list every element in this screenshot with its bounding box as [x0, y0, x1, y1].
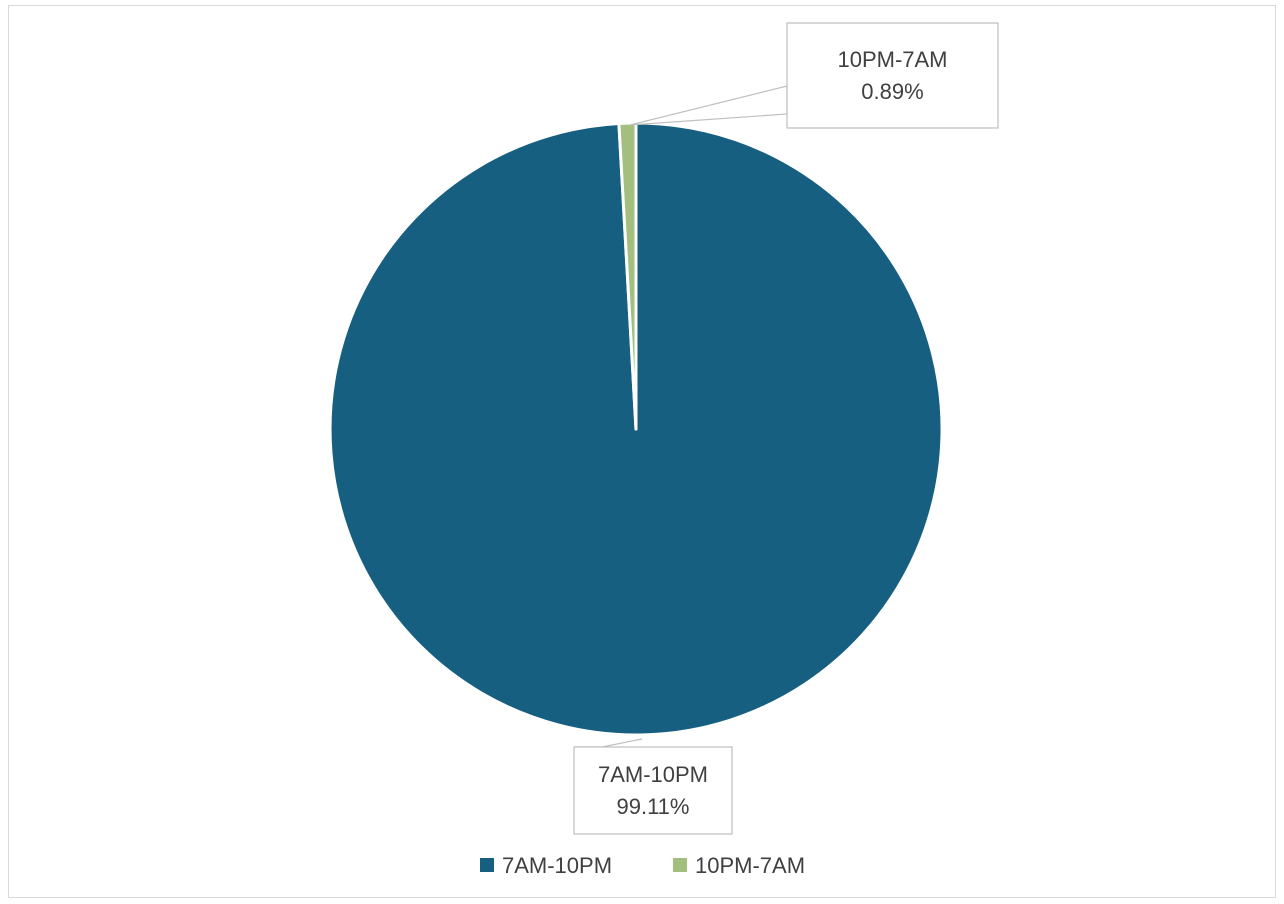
data-label-box — [573, 746, 733, 835]
data-label-10pm-7am: 10PM-7AM 0.89% — [786, 22, 999, 129]
data-label-category: 7AM-10PM — [598, 762, 708, 787]
legend-label-7am-10pm: 7AM-10PM — [502, 853, 612, 878]
leader-line-10pm-7am — [629, 85, 788, 126]
data-label-value: 0.89% — [861, 79, 923, 104]
data-label-category: 10PM-7AM — [837, 47, 947, 72]
leader-line-7am-10pm — [574, 738, 643, 748]
legend: 7AM-10PM 10PM-7AM — [480, 853, 805, 878]
legend-label-10pm-7am: 10PM-7AM — [695, 853, 805, 878]
data-label-box — [786, 22, 999, 129]
data-label-7am-10pm: 7AM-10PM 99.11% — [573, 746, 733, 835]
data-label-value: 99.11% — [617, 794, 690, 819]
legend-swatch-10pm-7am — [673, 858, 687, 872]
legend-swatch-7am-10pm — [480, 858, 494, 872]
